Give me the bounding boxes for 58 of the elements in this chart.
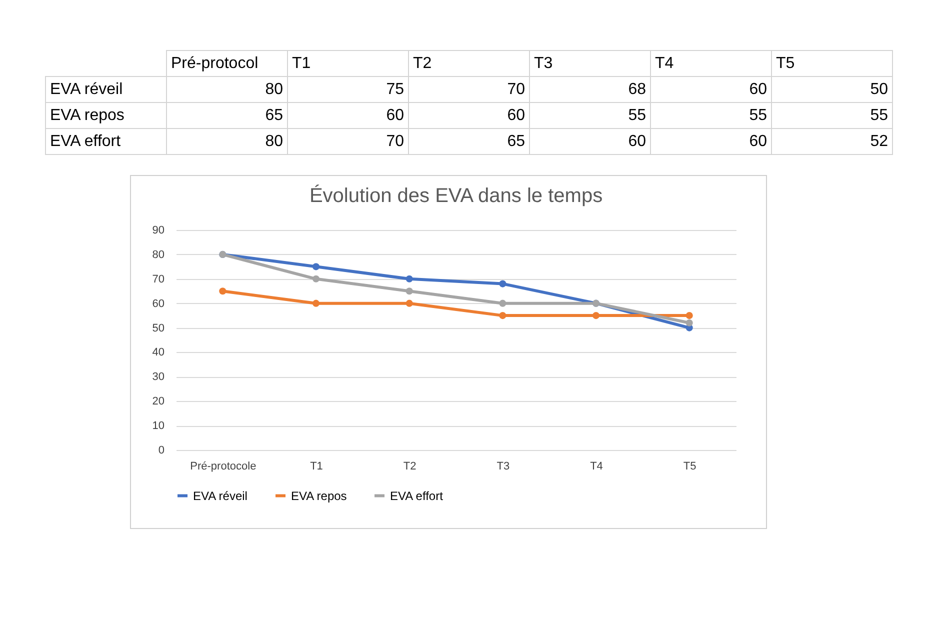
x-tick-label: T3	[496, 460, 510, 472]
point	[592, 312, 600, 320]
text: 50	[772, 76, 892, 102]
x-tick-label: T2	[403, 460, 416, 472]
text: 60	[288, 102, 408, 128]
text: 68	[530, 76, 650, 102]
point	[406, 288, 413, 295]
text: EVA repos	[46, 102, 166, 128]
text: 70	[408, 76, 530, 102]
category-label: Pré-protocol	[166, 50, 288, 76]
text: 60	[650, 128, 772, 154]
text: 55	[530, 102, 650, 128]
point	[219, 288, 226, 295]
point	[406, 300, 413, 307]
point	[406, 275, 413, 282]
y-tick-label: 40	[152, 346, 164, 359]
text: 60	[530, 128, 650, 154]
point	[499, 312, 506, 320]
x-tick-label: T5	[683, 460, 696, 472]
y-tick-label: 10	[152, 420, 164, 432]
text: EVA effort	[46, 128, 166, 154]
point	[312, 300, 320, 307]
point	[312, 263, 320, 270]
text: 55	[650, 102, 772, 128]
text: 70	[288, 128, 408, 154]
y-tick-label: 60	[152, 298, 164, 310]
y-tick-label: 80	[152, 248, 164, 261]
category-label: T1	[288, 50, 408, 76]
y-tick-label: 90	[152, 224, 164, 236]
point	[686, 319, 693, 326]
legend-label: EVA réveil	[193, 488, 248, 503]
chart-title: Évolution des EVA dans le temps	[309, 184, 603, 207]
point	[499, 300, 506, 307]
category-label: T3	[530, 50, 650, 76]
y-tick-label: 0	[158, 444, 164, 456]
text: 52	[772, 128, 892, 154]
text: 65	[166, 102, 288, 128]
x-tick-label: Pré-protocole	[190, 460, 256, 472]
y-tick-label: 30	[152, 371, 164, 384]
category-label: T5	[772, 50, 892, 76]
legend-label: EVA effort	[390, 488, 444, 503]
text: EVA réveil	[46, 76, 166, 102]
x-tick-label: T4	[590, 460, 603, 472]
text: 60	[650, 76, 772, 102]
y-tick-label: 20	[152, 396, 164, 408]
legend-label: EVA repos	[291, 488, 347, 503]
y-tick-label: 50	[152, 322, 164, 334]
category-label: T2	[408, 50, 530, 76]
y-tick-label: 70	[152, 273, 164, 286]
x-tick-label: T1	[310, 460, 323, 472]
text: 65	[408, 128, 530, 154]
category-label: T4	[650, 50, 772, 76]
text: 55	[772, 102, 892, 128]
point	[312, 275, 320, 282]
text: 75	[288, 76, 408, 102]
point	[686, 312, 693, 320]
point	[499, 280, 506, 288]
text: 60	[408, 102, 530, 128]
